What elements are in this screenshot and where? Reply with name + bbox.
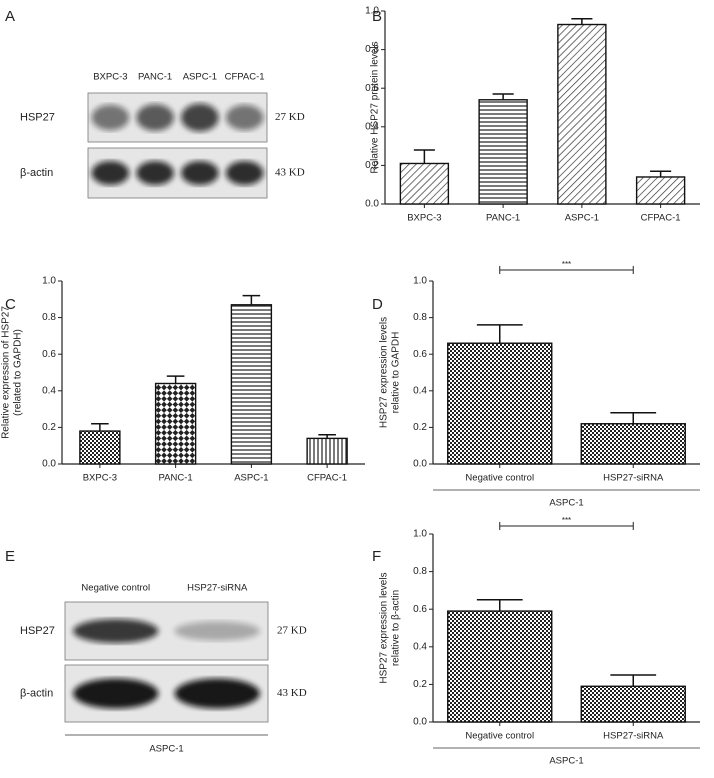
x-tick-label: Negative control — [465, 473, 534, 484]
x-tick-label: ASPC-1 — [565, 213, 599, 224]
panel-letter: C — [5, 296, 16, 313]
row-label: β-actin — [20, 167, 53, 179]
significance-label: *** — [562, 260, 571, 269]
y-tick-label: 1.0 — [413, 529, 427, 540]
blot-band — [136, 161, 174, 185]
y-tick-label: 1.0 — [42, 276, 56, 287]
row-label: HSP27 — [20, 625, 55, 637]
panel-letter: D — [372, 296, 383, 313]
y-axis-label: relative to β-actin — [391, 590, 402, 666]
y-axis-label: Relative expression of HSP27 — [1, 306, 12, 439]
blot-band — [73, 619, 159, 643]
bar — [306, 437, 348, 465]
blot-band — [181, 103, 219, 132]
bar — [79, 430, 121, 465]
blot-band — [174, 678, 260, 709]
y-tick-label: 0.0 — [365, 199, 379, 210]
panel-letter: E — [5, 548, 15, 565]
y-tick-label: 0.8 — [413, 312, 427, 323]
y-tick-label: 0.4 — [413, 385, 427, 396]
x-tick-label: HSP27-siRNA — [603, 473, 664, 484]
y-tick-label: 0.6 — [365, 83, 379, 94]
y-tick-label: 0.8 — [413, 566, 427, 577]
bar — [635, 176, 686, 205]
y-tick-label: 0.0 — [413, 459, 427, 470]
x-tick-label: ASPC-1 — [234, 473, 268, 484]
y-tick-label: 1.0 — [365, 6, 379, 17]
group-label: ASPC-1 — [149, 744, 183, 755]
y-tick-label: 0.6 — [42, 349, 56, 360]
lane-label: CFPAC-1 — [225, 72, 265, 83]
bar — [399, 162, 450, 205]
x-tick-label: PANC-1 — [159, 473, 193, 484]
bar — [447, 342, 553, 465]
y-tick-label: 0.0 — [42, 459, 56, 470]
lane-label: BXPC-3 — [93, 72, 127, 83]
row-label: β-actin — [20, 687, 53, 699]
blot-band — [174, 621, 260, 641]
y-tick-label: 0.4 — [413, 641, 427, 652]
panel-letter: B — [372, 8, 382, 25]
bar — [478, 99, 528, 205]
blot-band — [91, 104, 130, 131]
bar — [580, 685, 686, 723]
y-tick-label: 0.6 — [413, 349, 427, 360]
y-tick-label: 0.8 — [365, 44, 379, 55]
blot-band — [73, 678, 159, 709]
y-axis-label: HSP27 expression levels — [379, 317, 390, 428]
size-label: 43 KD — [277, 687, 307, 699]
x-tick-label: BXPC-3 — [83, 473, 117, 484]
y-tick-label: 0.2 — [413, 422, 427, 433]
x-tick-label: CFPAC-1 — [307, 473, 347, 484]
size-label: 27 KD — [277, 625, 307, 637]
y-tick-label: 0.2 — [365, 160, 379, 171]
lane-label: PANC-1 — [138, 72, 172, 83]
y-tick-label: 1.0 — [413, 276, 427, 287]
y-axis-label: relative to GAPDH — [391, 332, 402, 414]
y-axis-label: Relative HSP27 protein levels — [370, 41, 381, 173]
size-label: 27 KD — [275, 111, 305, 123]
y-tick-label: 0.4 — [42, 385, 56, 396]
row-label: HSP27 — [20, 111, 55, 123]
y-tick-label: 0.2 — [413, 679, 427, 690]
panel-letter: A — [5, 8, 15, 25]
y-tick-label: 0.8 — [42, 312, 56, 323]
y-tick-label: 0.6 — [413, 604, 427, 615]
lane-label: ASPC-1 — [183, 72, 217, 83]
x-tick-label: Negative control — [465, 731, 534, 742]
lane-label: HSP27-siRNA — [187, 583, 248, 594]
x-axis-label: ASPC-1 — [549, 756, 583, 767]
blot-band — [225, 161, 264, 185]
y-axis-label: (related to GAPDH) — [13, 329, 24, 416]
y-tick-label: 0.4 — [365, 121, 379, 132]
lane-label: Negative control — [81, 583, 150, 594]
blot-band — [225, 104, 264, 131]
blot-band — [91, 161, 130, 185]
bar — [230, 304, 273, 465]
bar — [557, 23, 607, 205]
x-tick-label: BXPC-3 — [407, 213, 441, 224]
y-tick-label: 0.0 — [413, 717, 427, 728]
bar — [447, 610, 553, 723]
y-axis-label: HSP27 expression levels — [379, 572, 390, 683]
size-label: 43 KD — [275, 167, 305, 179]
bar — [154, 382, 197, 465]
significance-label: *** — [562, 516, 571, 525]
x-axis-label: ASPC-1 — [549, 498, 583, 509]
blot-band — [136, 104, 174, 131]
panel-letter: F — [372, 548, 381, 565]
x-tick-label: CFPAC-1 — [641, 213, 681, 224]
blot-band — [181, 161, 219, 185]
y-tick-label: 0.2 — [42, 422, 56, 433]
bar — [580, 423, 686, 465]
x-tick-label: HSP27-siRNA — [603, 731, 664, 742]
x-tick-label: PANC-1 — [486, 213, 520, 224]
